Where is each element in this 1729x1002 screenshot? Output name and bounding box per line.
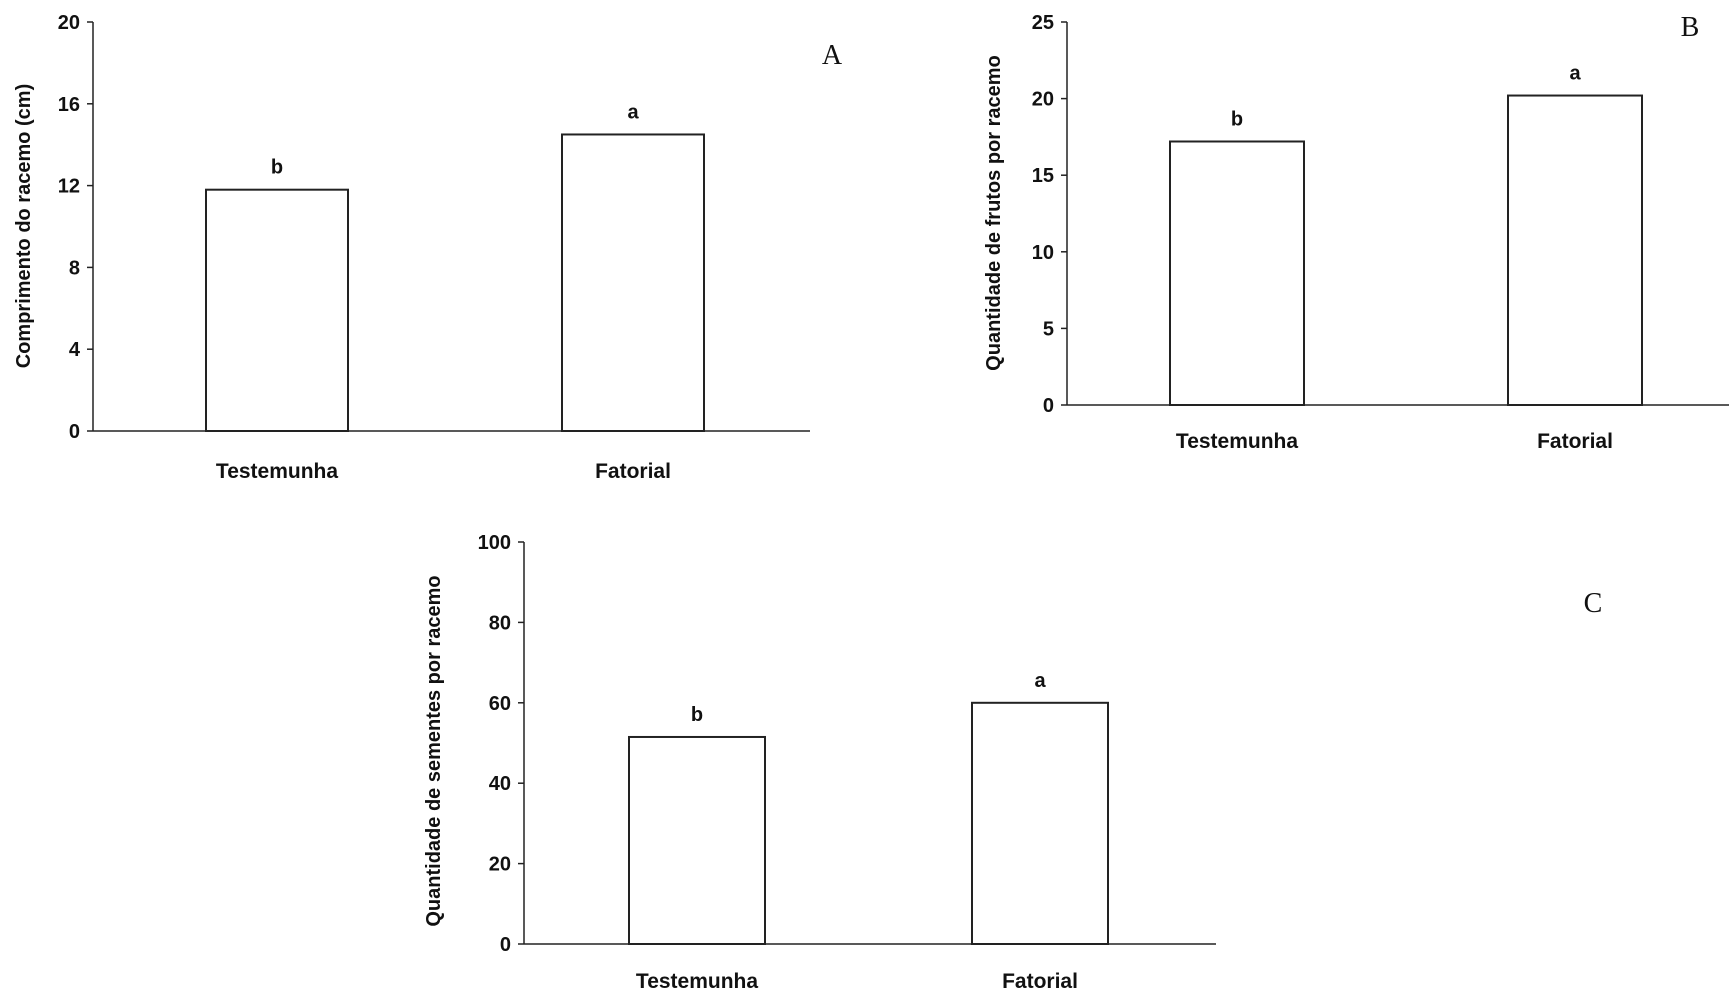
y-tick-label: 10: [1032, 242, 1054, 264]
bar: [628, 735, 766, 945]
bar-significance-label: a: [1569, 63, 1581, 85]
y-tick-label: 40: [489, 773, 511, 795]
y-tick-label: 16: [58, 94, 80, 116]
bar: [561, 133, 705, 432]
chart-panel-b: 0 5 10 15 20 25 b Testemunha a Fatorial Quantidade…: [983, 12, 1729, 453]
y-tick-label: 25: [1032, 12, 1054, 34]
panel-label: B: [1681, 12, 1700, 43]
category-label: Testemunha: [1176, 430, 1298, 453]
y-tick-label: 15: [1032, 165, 1054, 187]
chart-panel-a: 0 4 8 12 16 20 b Testemunha a Fatorial Comprimento…: [13, 12, 843, 483]
y-tick-label: 20: [1032, 89, 1054, 111]
bar-significance-label: b: [691, 704, 703, 726]
bar-significance-label: b: [271, 157, 283, 179]
y-axis-title: Quantidade de frutos por racemo: [983, 55, 1005, 371]
y-tick-label: 80: [489, 612, 511, 634]
panel-label: A: [822, 40, 843, 71]
y-axis-title: Quantidade de sementes por racemo: [423, 575, 445, 926]
y-tick-label: 4: [69, 339, 81, 361]
y-axis-title: Comprimento do racemo (cm): [13, 84, 35, 368]
y-tick-label: 5: [1043, 318, 1054, 340]
category-label: Fatorial: [595, 460, 671, 483]
category-label: Fatorial: [1537, 430, 1613, 453]
y-tick-label: 0: [69, 421, 80, 443]
bar-significance-label: b: [1231, 108, 1243, 130]
bar-significance-label: a: [627, 101, 639, 123]
panel-label: C: [1584, 588, 1603, 619]
bar: [1169, 140, 1305, 406]
y-tick-label: 100: [478, 532, 511, 554]
y-tick-label: 20: [58, 12, 80, 34]
bar: [1507, 94, 1643, 406]
y-tick-label: 60: [489, 693, 511, 715]
y-tick-label: 20: [489, 854, 511, 876]
bar: [971, 701, 1109, 945]
y-tick-label: 0: [500, 934, 511, 956]
category-label: Fatorial: [1002, 970, 1078, 993]
y-tick-label: 0: [1043, 395, 1054, 417]
chart-panel-c: 0 20 40 60 80 100 b Testemunha a Fatorial Quantida…: [423, 532, 1602, 993]
y-tick-label: 8: [69, 257, 80, 279]
category-label: Testemunha: [636, 970, 758, 993]
bar: [205, 188, 349, 432]
category-label: Testemunha: [216, 460, 338, 483]
bar-significance-label: a: [1034, 670, 1046, 692]
y-tick-label: 12: [58, 176, 80, 198]
